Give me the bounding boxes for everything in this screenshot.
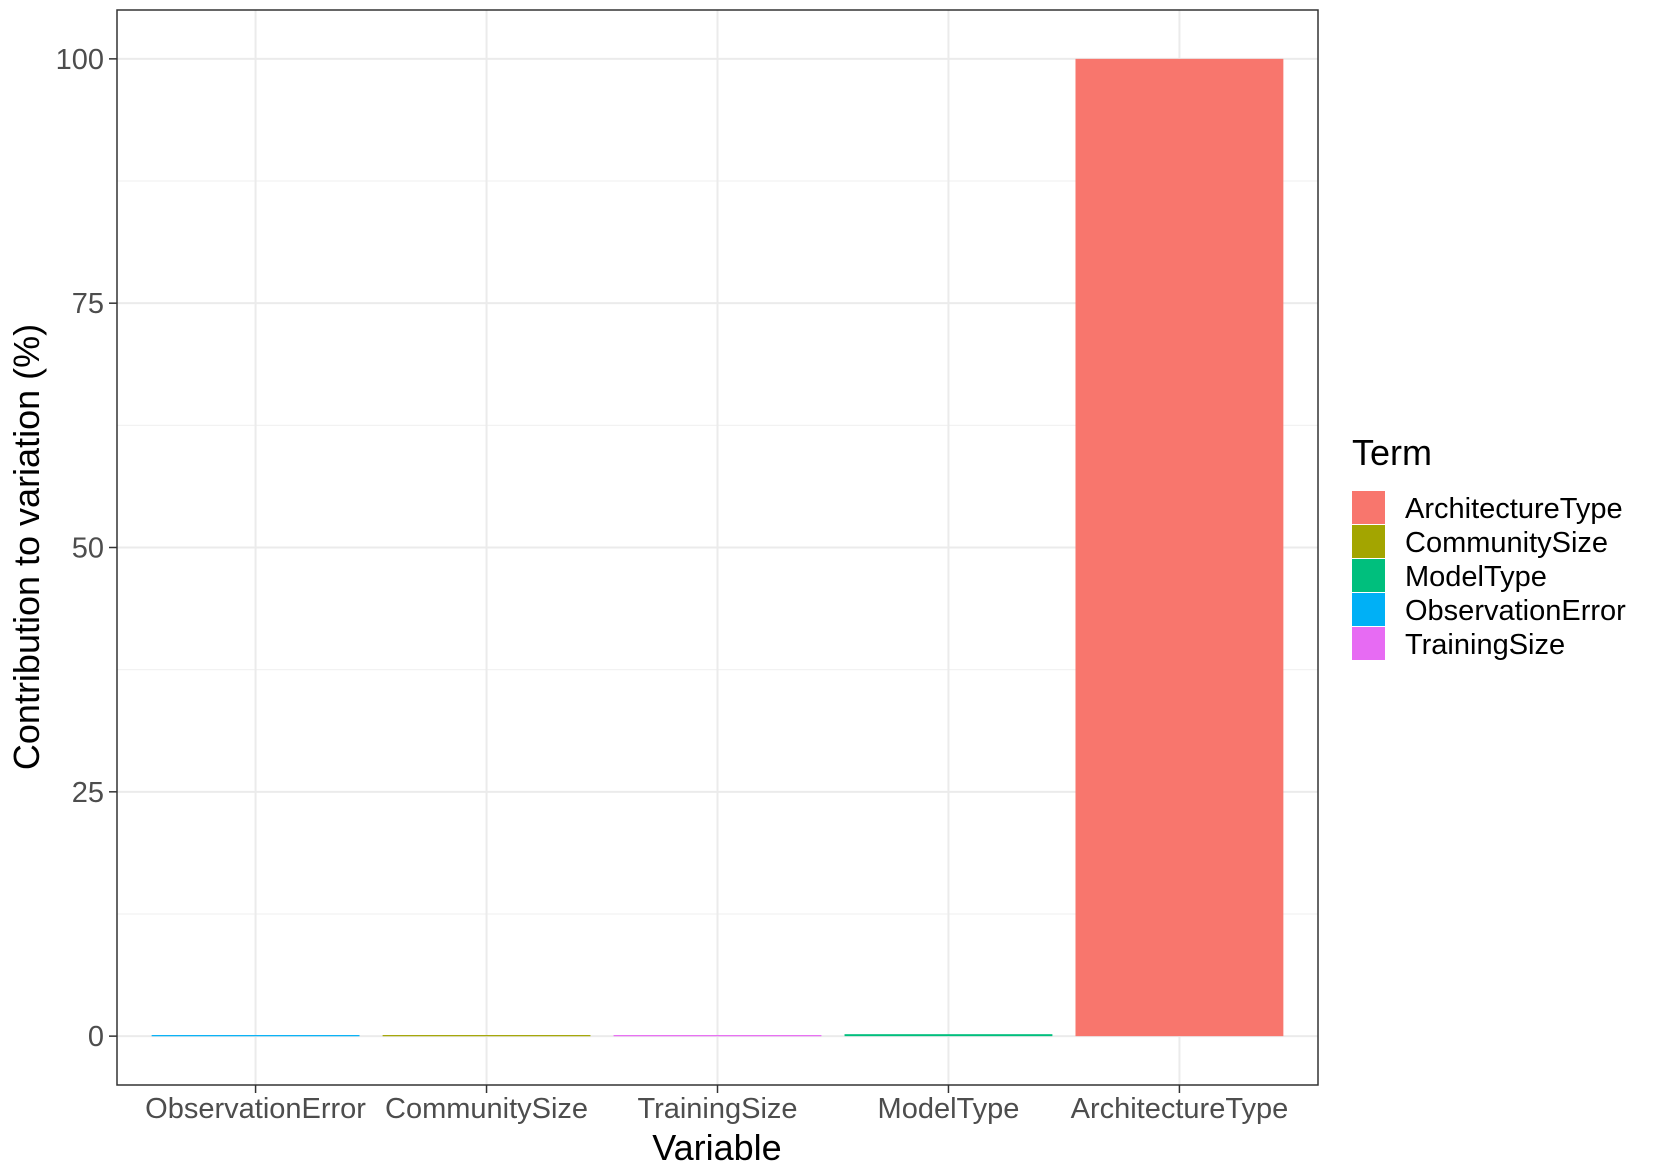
legend-key-communitysize — [1352, 525, 1385, 558]
bar-architecturetype — [1075, 58, 1284, 1037]
y-tick-label: 50 — [72, 533, 104, 565]
y-tick-label: 0 — [88, 1021, 104, 1053]
x-tick-label: CommunitySize — [385, 1093, 588, 1125]
x-tick-label: ObservationError — [145, 1093, 366, 1125]
y-tick-label: 100 — [56, 44, 104, 76]
legend-label: ObservationError — [1405, 595, 1626, 627]
legend-key-trainingsize — [1352, 627, 1385, 660]
y-axis-title: Contribution to variation (%) — [6, 324, 47, 770]
bar-modeltype — [844, 1034, 1053, 1037]
legend-key-modeltype — [1352, 559, 1385, 592]
bar-communitysize — [382, 1035, 591, 1037]
legend-key-observationerror — [1352, 593, 1385, 626]
y-tick-label: 25 — [72, 777, 104, 809]
legend: Term ArchitectureTypeCommunitySizeModelT… — [1352, 432, 1626, 661]
legend-key-architecturetype — [1352, 491, 1385, 524]
legend-label: ArchitectureType — [1405, 493, 1623, 525]
x-tick-label: ModelType — [878, 1093, 1020, 1125]
legend-title: Term — [1352, 432, 1432, 473]
bars — [151, 58, 1284, 1037]
bar-observationerror — [151, 1035, 360, 1037]
bar-trainingsize — [613, 1035, 822, 1037]
y-tick-label: 75 — [72, 288, 104, 320]
x-axis-title: Variable — [652, 1127, 781, 1168]
x-tick-label: ArchitectureType — [1071, 1093, 1289, 1125]
y-axis-ticks: 0 25 50 75 100 — [56, 44, 117, 1053]
legend-label: CommunitySize — [1405, 527, 1608, 559]
legend-label: ModelType — [1405, 561, 1547, 593]
legend-label: TrainingSize — [1405, 629, 1565, 661]
x-axis-ticks: ObservationError CommunitySize TrainingSiz… — [145, 1085, 1288, 1125]
x-tick-label: TrainingSize — [637, 1093, 797, 1125]
